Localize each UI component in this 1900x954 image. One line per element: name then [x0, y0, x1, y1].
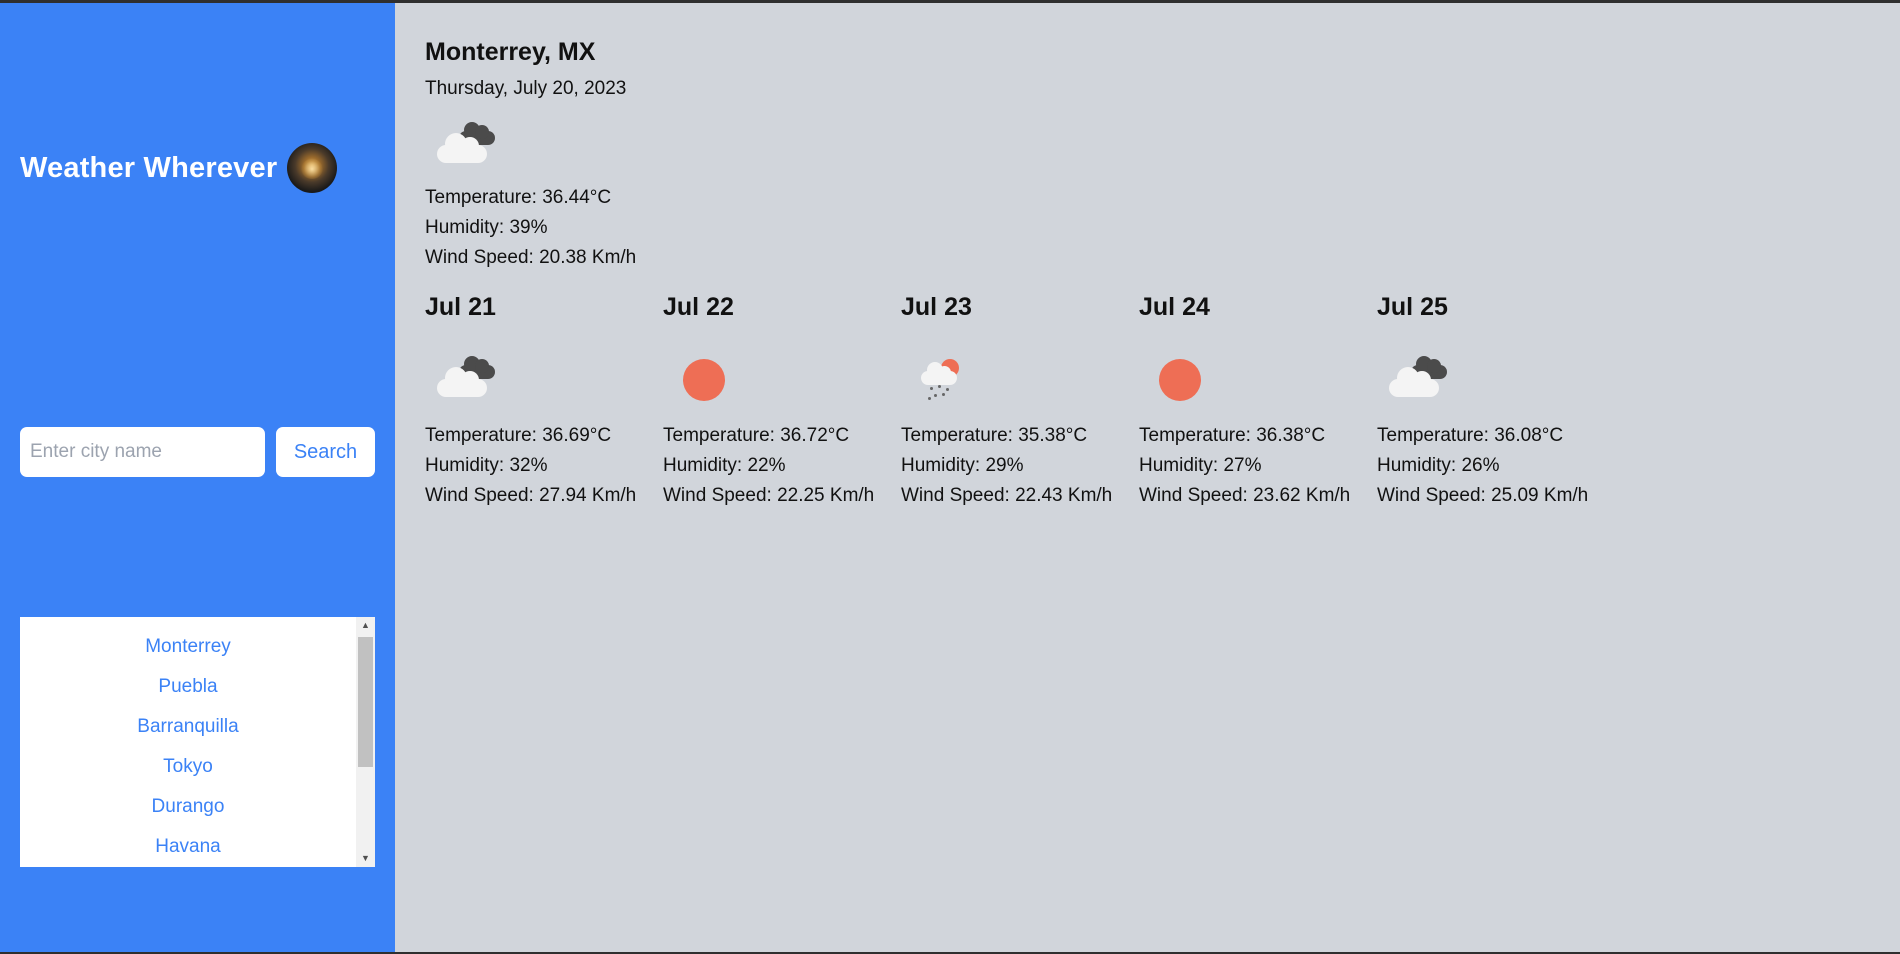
search-history-panel: Monterrey Puebla Barranquilla Tokyo Dura… [20, 617, 375, 867]
forecast-wind-speed: Wind Speed: 23.62 Km/h [1139, 485, 1351, 506]
forecast-day: Jul 25 Temperature: 36.08°C Humidity: 26… [1377, 293, 1615, 511]
forecast-wind-speed: Wind Speed: 25.09 Km/h [1377, 485, 1589, 506]
forecast-humidity: Humidity: 22% [663, 455, 786, 476]
app-window: Weather Wherever Search Monterrey Puebla… [0, 3, 1900, 952]
cloudy-icon [1377, 349, 1447, 409]
current-temperature: Temperature: 36.44°C [425, 187, 612, 208]
forecast-wind-speed: Wind Speed: 22.43 Km/h [901, 485, 1113, 506]
history-item-havana[interactable]: Havana [155, 836, 221, 857]
sun-icon [1139, 349, 1209, 409]
forecast-temperature: Temperature: 36.72°C [663, 425, 850, 446]
current-weather: Monterrey, MX Thursday, July 20, 2023 Te… [425, 38, 1900, 273]
forecast-date: Jul 21 [425, 293, 496, 321]
search-history-list: Monterrey Puebla Barranquilla Tokyo Dura… [20, 617, 356, 867]
current-humidity: Humidity: 39% [425, 217, 548, 238]
current-wind-speed: Wind Speed: 20.38 Km/h [425, 247, 637, 268]
history-item-tokyo[interactable]: Tokyo [163, 756, 213, 777]
rain-icon [901, 349, 971, 409]
forecast-temperature: Temperature: 36.08°C [1377, 425, 1564, 446]
current-date: Thursday, July 20, 2023 [425, 78, 627, 99]
forecast-date: Jul 22 [663, 293, 734, 321]
forecast-day: Jul 24 Temperature: 36.38°C Humidity: 27… [1139, 293, 1377, 511]
history-item-monterrey[interactable]: Monterrey [145, 636, 231, 657]
forecast-date: Jul 25 [1377, 293, 1448, 321]
search-input[interactable] [20, 427, 265, 477]
app-logo-icon [287, 143, 338, 193]
history-item-durango[interactable]: Durango [151, 796, 225, 817]
cloudy-icon [425, 349, 495, 409]
scroll-down-arrow-icon[interactable]: ▼ [361, 853, 370, 863]
search-button[interactable]: Search [276, 427, 375, 477]
history-item-puebla[interactable]: Puebla [158, 676, 218, 697]
cloudy-icon [425, 115, 495, 175]
search-form: Search [20, 427, 375, 477]
sidebar: Weather Wherever Search Monterrey Puebla… [0, 3, 395, 952]
forecast-day: Jul 22 Temperature: 36.72°C Humidity: 22… [663, 293, 901, 511]
forecast-humidity: Humidity: 26% [1377, 455, 1500, 476]
forecast-date: Jul 23 [901, 293, 972, 321]
forecast-date: Jul 24 [1139, 293, 1210, 321]
scroll-up-arrow-icon[interactable]: ▲ [361, 620, 370, 630]
forecast-temperature: Temperature: 36.38°C [1139, 425, 1326, 446]
forecast-day: Jul 21 Temperature: 36.69°C Humidity: 32… [425, 293, 663, 511]
forecast-row: Jul 21 Temperature: 36.69°C Humidity: 32… [425, 293, 1900, 511]
app-title: Weather Wherever [20, 151, 278, 184]
history-item-barranquilla[interactable]: Barranquilla [137, 716, 239, 737]
forecast-temperature: Temperature: 36.69°C [425, 425, 612, 446]
main-content: Monterrey, MX Thursday, July 20, 2023 Te… [395, 3, 1900, 952]
scroll-thumb[interactable] [358, 637, 373, 767]
forecast-temperature: Temperature: 35.38°C [901, 425, 1088, 446]
history-scrollbar[interactable]: ▲ ▼ [356, 617, 375, 867]
forecast-humidity: Humidity: 29% [901, 455, 1024, 476]
forecast-wind-speed: Wind Speed: 22.25 Km/h [663, 485, 875, 506]
forecast-humidity: Humidity: 27% [1139, 455, 1262, 476]
forecast-wind-speed: Wind Speed: 27.94 Km/h [425, 485, 637, 506]
sun-icon [663, 349, 733, 409]
forecast-humidity: Humidity: 32% [425, 455, 548, 476]
city-name: Monterrey, MX [425, 38, 596, 66]
brand: Weather Wherever [20, 143, 338, 193]
forecast-day: Jul 23 Temperature: 35.38°C Humidity: 29… [901, 293, 1139, 511]
